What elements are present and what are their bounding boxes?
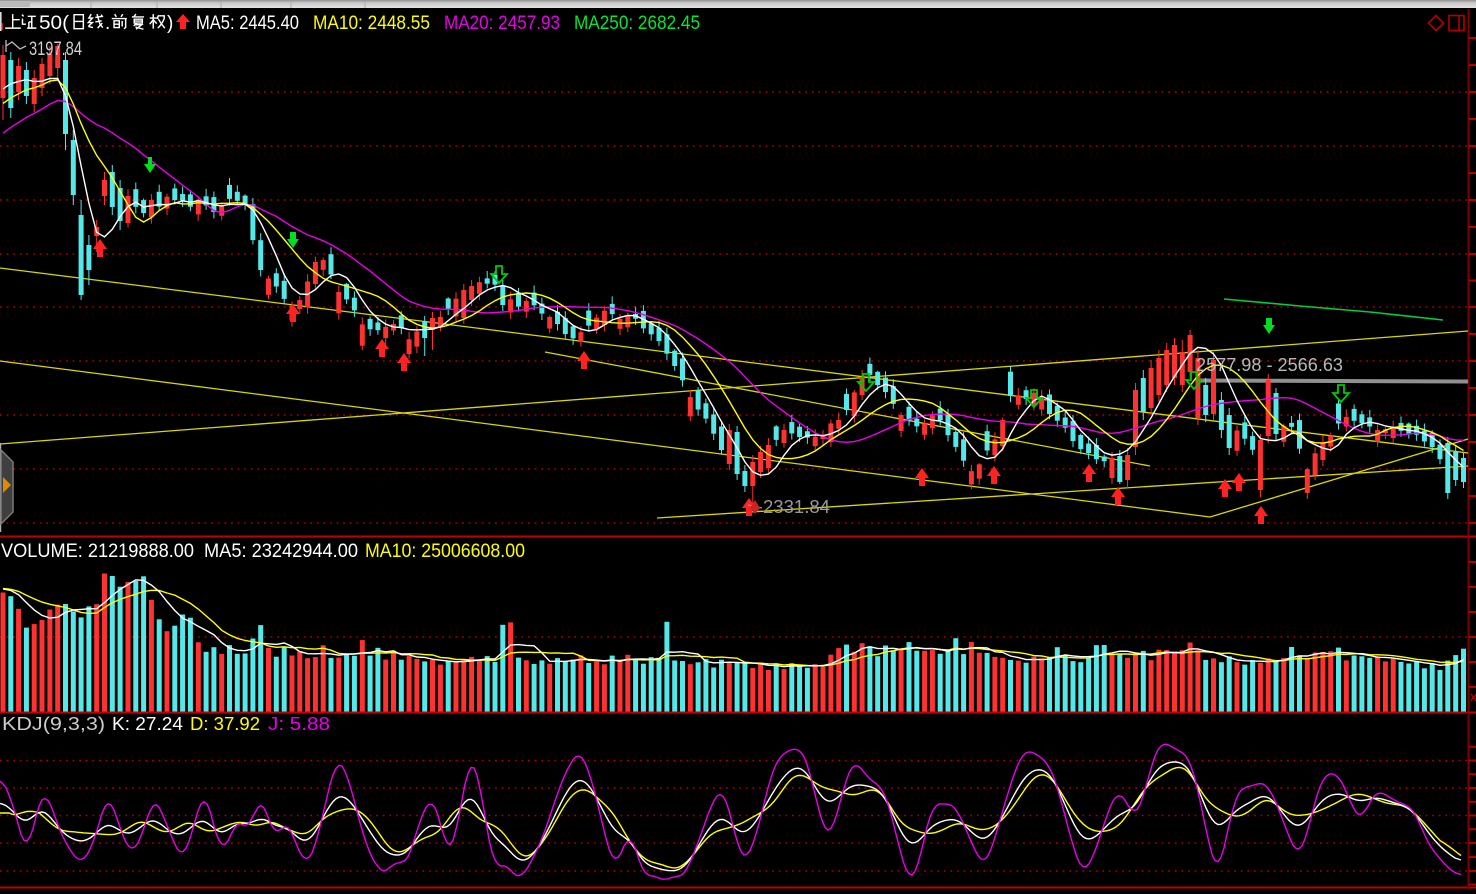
svg-text:D: 37.92: D: 37.92 (190, 714, 260, 734)
svg-text:VOLUME: 21219888.00: VOLUME: 21219888.00 (1, 541, 194, 562)
svg-text:.: . (105, 13, 110, 34)
svg-text:MA10: 25006608.00: MA10: 25006608.00 (365, 541, 525, 562)
svg-text:MA20: 2457.93: MA20: 2457.93 (444, 13, 560, 34)
svg-text:2331.84: 2331.84 (763, 497, 830, 517)
svg-text:MA5: 23242944.00: MA5: 23242944.00 (204, 541, 358, 562)
svg-text:3197.84: 3197.84 (29, 39, 82, 60)
svg-text:KDJ(9,3,3): KDJ(9,3,3) (2, 714, 105, 734)
svg-text:2577.98 - 2566.63: 2577.98 - 2566.63 (1196, 355, 1343, 375)
svg-text:K: 27.24: K: 27.24 (112, 714, 183, 734)
svg-text:MA5: 2445.40: MA5: 2445.40 (196, 13, 299, 34)
svg-text:50(: 50( (39, 13, 70, 34)
svg-text:MA10: 2448.55: MA10: 2448.55 (313, 13, 430, 34)
svg-text:MA250: 2682.45: MA250: 2682.45 (574, 13, 700, 34)
svg-text:): ) (167, 13, 173, 34)
svg-text:J: 5.88: J: 5.88 (268, 714, 330, 734)
